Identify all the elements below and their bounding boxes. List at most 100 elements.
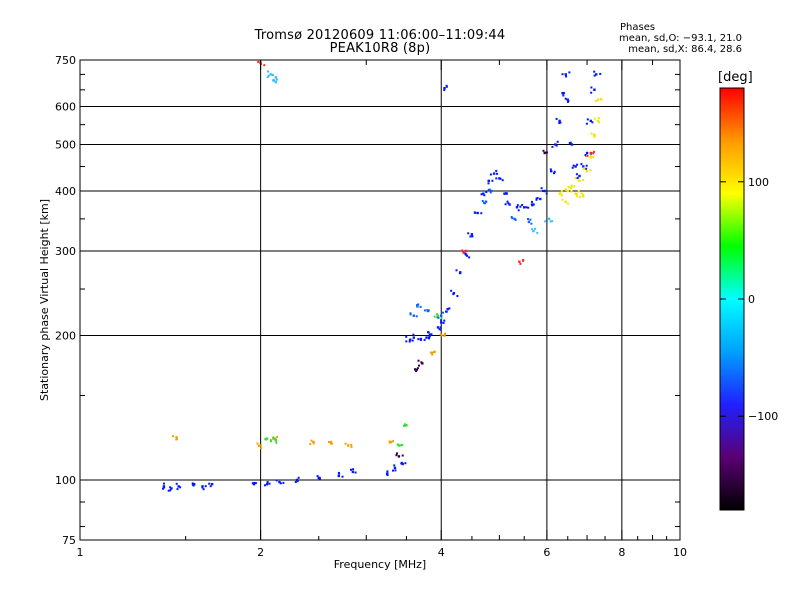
data-point — [350, 468, 352, 471]
data-point — [409, 313, 412, 316]
data-point — [525, 206, 528, 209]
data-point — [438, 328, 441, 331]
data-point — [507, 202, 510, 205]
data-point — [179, 486, 182, 489]
data-point — [409, 338, 412, 341]
data-point — [539, 197, 542, 201]
data-point — [593, 70, 596, 73]
data-point — [545, 192, 548, 195]
data-point — [350, 443, 353, 446]
data-point — [330, 442, 333, 445]
data-point — [589, 154, 592, 157]
data-point — [386, 472, 389, 475]
x-tick-label: 1 — [77, 546, 84, 559]
data-point — [595, 73, 598, 76]
data-point — [534, 227, 537, 230]
y-tick-label: 200 — [55, 330, 76, 343]
data-point — [518, 260, 521, 263]
data-point — [201, 485, 204, 488]
data-point — [272, 436, 275, 439]
chart-title: Tromsø 20120609 11:06:00–11:09:44 — [254, 28, 506, 43]
data-point — [575, 193, 578, 196]
data-point — [585, 122, 588, 125]
data-point — [577, 190, 580, 193]
data-point — [551, 145, 554, 148]
data-point — [192, 484, 195, 487]
x-tick-label: 10 — [673, 546, 687, 559]
data-point — [253, 481, 256, 484]
data-point — [177, 485, 180, 488]
data-point — [488, 179, 490, 182]
data-point — [481, 200, 484, 202]
data-point — [466, 254, 469, 257]
data-point — [388, 441, 391, 444]
data-point — [593, 88, 596, 91]
data-point — [415, 370, 418, 372]
data-point — [268, 482, 271, 485]
data-point — [338, 472, 341, 475]
data-point — [427, 331, 430, 334]
data-point — [408, 340, 411, 343]
data-point — [430, 333, 433, 336]
data-point — [437, 316, 440, 319]
data-point — [517, 209, 520, 212]
data-point — [595, 100, 598, 102]
data-point — [564, 73, 567, 76]
data-point — [471, 235, 474, 238]
data-point — [202, 488, 205, 491]
data-point — [456, 295, 459, 297]
data-point — [350, 446, 353, 449]
data-point — [576, 177, 579, 180]
data-point — [504, 192, 507, 195]
data-point — [266, 481, 269, 483]
data-point — [269, 73, 272, 76]
data-point — [445, 310, 447, 313]
data-point — [596, 98, 600, 101]
x-tick-label: 8 — [618, 546, 625, 559]
data-point — [452, 293, 455, 296]
data-point — [401, 462, 404, 466]
data-point — [421, 362, 424, 365]
data-point — [443, 89, 446, 92]
data-point — [448, 307, 451, 310]
data-point — [416, 304, 419, 306]
data-point — [558, 192, 561, 195]
data-point — [439, 328, 442, 331]
data-point — [540, 187, 543, 190]
data-point — [267, 74, 270, 77]
data-point — [501, 179, 504, 182]
data-point — [499, 177, 502, 180]
data-point — [162, 487, 164, 490]
data-point — [201, 486, 204, 489]
data-point — [582, 195, 585, 198]
data-point — [259, 444, 262, 447]
data-point — [568, 71, 571, 74]
data-point — [589, 156, 592, 159]
data-point — [163, 482, 165, 485]
data-point — [416, 367, 419, 370]
data-point — [416, 368, 418, 371]
data-point — [354, 471, 357, 474]
data-point — [576, 163, 579, 166]
data-point — [516, 204, 519, 207]
colorbar-ticks: 100 0 −100 — [720, 176, 778, 423]
data-point — [337, 474, 340, 478]
data-point — [266, 76, 269, 79]
data-point — [571, 143, 574, 146]
data-point — [523, 206, 526, 209]
data-point — [440, 317, 443, 320]
data-point — [580, 192, 583, 195]
data-point — [273, 437, 276, 440]
data-point — [527, 220, 531, 224]
data-point — [443, 87, 446, 90]
data-point — [412, 333, 415, 336]
data-point — [260, 447, 262, 450]
phase-stats-x-mode: mean, sd,X: 86.4, 28.6 — [628, 44, 742, 55]
data-point — [404, 462, 407, 465]
data-point — [282, 481, 285, 484]
data-point — [403, 424, 405, 427]
x-tick-label: 2 — [257, 546, 264, 559]
data-point — [564, 201, 567, 203]
data-point — [445, 84, 448, 87]
